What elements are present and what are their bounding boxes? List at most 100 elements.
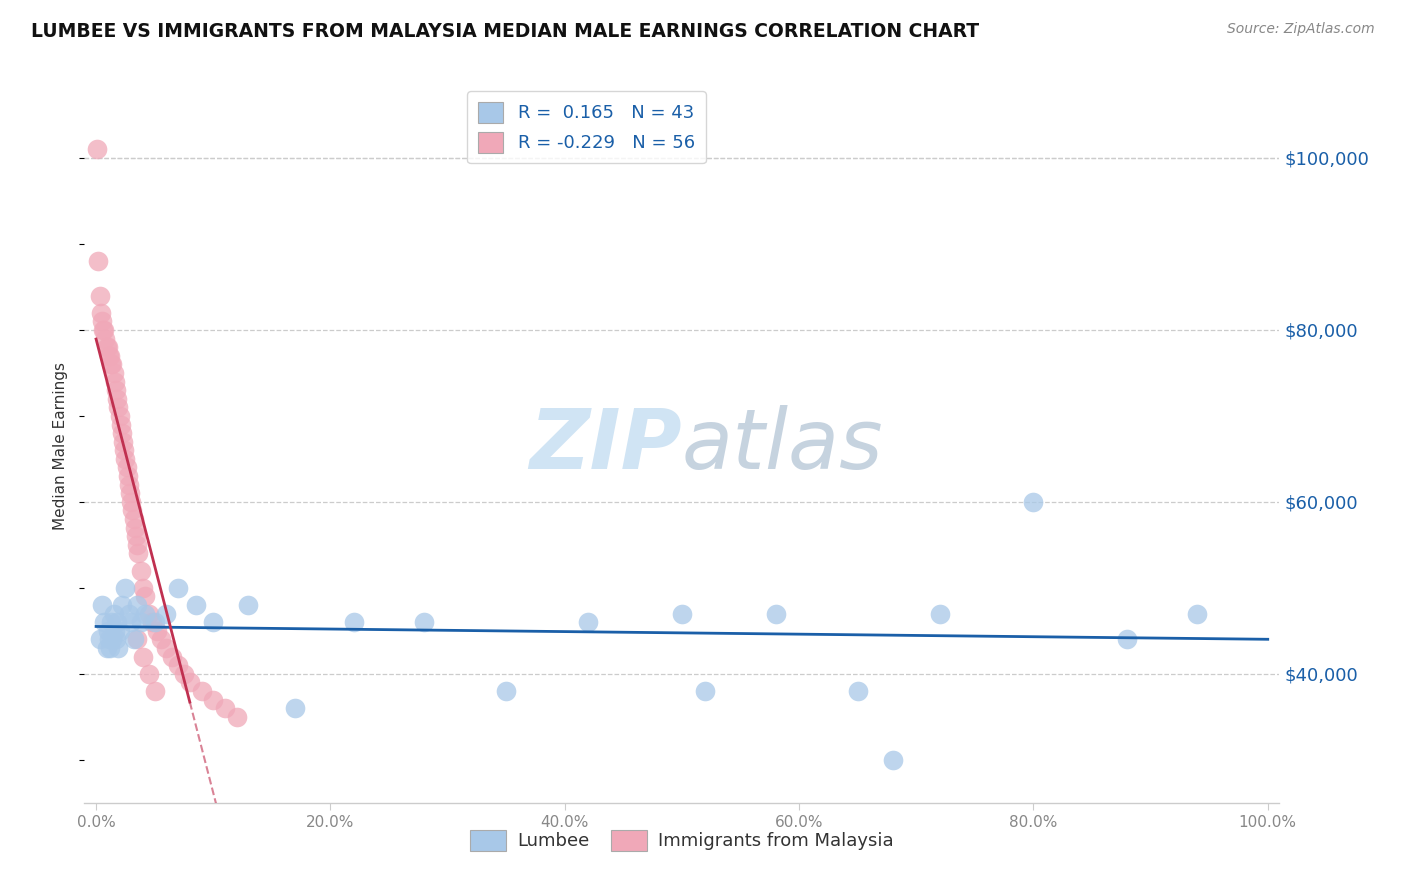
Point xyxy=(127,632,149,647)
Point xyxy=(105,632,127,647)
Point xyxy=(149,632,172,647)
Point xyxy=(101,632,124,647)
Point xyxy=(117,469,139,483)
Point xyxy=(146,624,169,638)
Point xyxy=(114,581,136,595)
Point xyxy=(105,392,128,406)
Point xyxy=(127,546,149,560)
Point xyxy=(122,632,145,647)
Point xyxy=(112,443,135,458)
Point xyxy=(101,357,124,371)
Point xyxy=(103,607,125,621)
Point xyxy=(284,701,307,715)
Point xyxy=(179,675,201,690)
Point xyxy=(97,624,120,638)
Point xyxy=(129,564,152,578)
Point xyxy=(202,615,225,630)
Point xyxy=(846,684,869,698)
Point xyxy=(120,486,141,500)
Point xyxy=(155,641,177,656)
Point xyxy=(1187,607,1209,621)
Point xyxy=(97,340,120,354)
Point xyxy=(90,314,114,328)
Point xyxy=(155,607,177,621)
Point xyxy=(214,701,236,715)
Point xyxy=(93,615,115,630)
Point xyxy=(238,598,260,612)
Point xyxy=(190,684,212,698)
Point xyxy=(108,409,131,423)
Point xyxy=(413,615,436,630)
Point xyxy=(121,503,143,517)
Point xyxy=(202,692,225,706)
Point xyxy=(134,607,156,621)
Point xyxy=(98,349,120,363)
Point xyxy=(184,598,207,612)
Point xyxy=(129,615,152,630)
Point xyxy=(173,666,195,681)
Point xyxy=(105,383,127,397)
Point xyxy=(225,710,247,724)
Point xyxy=(89,288,111,302)
Point xyxy=(143,684,166,698)
Point xyxy=(143,615,166,630)
Point xyxy=(100,615,122,630)
Point xyxy=(134,590,156,604)
Point xyxy=(671,607,693,621)
Point xyxy=(112,434,135,449)
Text: ZIP: ZIP xyxy=(529,406,682,486)
Point xyxy=(110,417,132,432)
Point xyxy=(928,607,950,621)
Point xyxy=(107,641,129,656)
Point xyxy=(120,495,142,509)
Point xyxy=(122,512,145,526)
Point xyxy=(98,641,121,656)
Point xyxy=(118,477,141,491)
Point xyxy=(111,426,134,441)
Point xyxy=(495,684,517,698)
Point xyxy=(114,451,136,466)
Point xyxy=(93,323,115,337)
Point xyxy=(100,357,122,371)
Point xyxy=(576,615,599,630)
Point xyxy=(103,366,125,380)
Point xyxy=(90,598,114,612)
Point xyxy=(105,615,128,630)
Point xyxy=(89,632,111,647)
Point xyxy=(98,349,121,363)
Point xyxy=(695,684,717,698)
Legend: Lumbee, Immigrants from Malaysia: Lumbee, Immigrants from Malaysia xyxy=(463,822,901,858)
Point xyxy=(882,753,904,767)
Point xyxy=(127,598,149,612)
Point xyxy=(343,615,366,630)
Point xyxy=(138,607,160,621)
Point xyxy=(132,581,155,595)
Text: atlas: atlas xyxy=(682,406,883,486)
Y-axis label: Median Male Earnings: Median Male Earnings xyxy=(53,362,69,530)
Point xyxy=(1116,632,1139,647)
Point xyxy=(120,615,142,630)
Point xyxy=(1022,495,1045,509)
Point xyxy=(90,306,112,320)
Point xyxy=(107,401,129,415)
Point xyxy=(104,375,127,389)
Point xyxy=(115,460,138,475)
Point xyxy=(86,142,108,156)
Point xyxy=(98,632,120,647)
Point xyxy=(94,332,117,346)
Point xyxy=(138,666,160,681)
Point xyxy=(167,658,190,673)
Point xyxy=(96,641,118,656)
Point xyxy=(125,529,148,543)
Point xyxy=(91,323,114,337)
Point xyxy=(141,615,163,630)
Point xyxy=(108,624,131,638)
Point xyxy=(96,340,118,354)
Point xyxy=(111,598,134,612)
Point xyxy=(132,649,155,664)
Point xyxy=(127,538,149,552)
Text: Source: ZipAtlas.com: Source: ZipAtlas.com xyxy=(1227,22,1375,37)
Point xyxy=(104,624,127,638)
Point xyxy=(118,607,141,621)
Point xyxy=(124,521,146,535)
